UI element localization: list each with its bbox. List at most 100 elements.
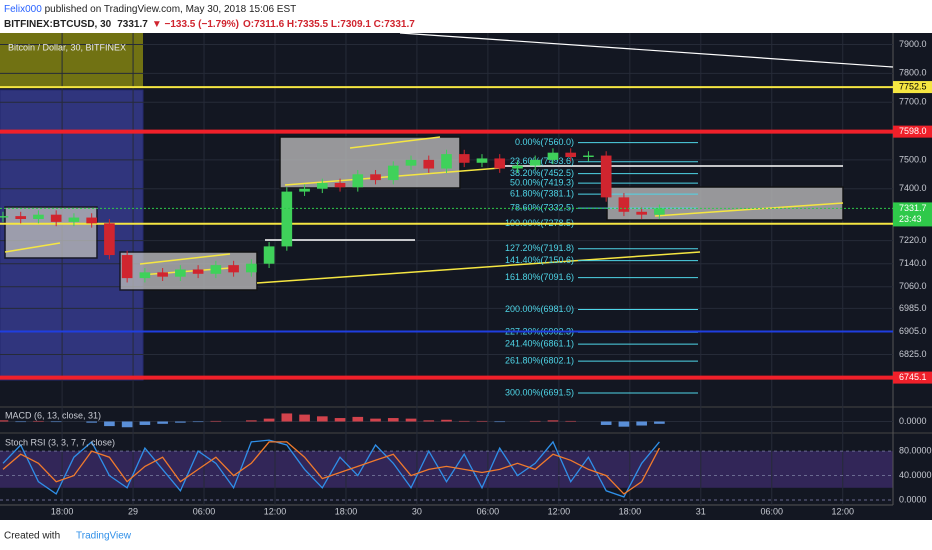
candle-body (139, 272, 151, 279)
macd-bar (50, 421, 62, 423)
trend-line (399, 32, 894, 68)
x-tick-label: 12:00 (831, 506, 854, 516)
stoch-line (2, 439, 660, 498)
candle-body (512, 165, 523, 169)
trend-line (349, 136, 441, 149)
macd-bar (565, 420, 577, 422)
y-tick-label: 7500.0 (899, 154, 927, 164)
macd-bar (334, 418, 346, 422)
fib-label: 300.00%(6691.5) (505, 387, 574, 397)
candle-body (565, 152, 577, 157)
x-tick-label: 29 (128, 506, 138, 516)
level-label: 7752.5 (899, 81, 927, 91)
candle-body (86, 217, 97, 224)
candle-body (387, 165, 399, 181)
macd-bar (281, 413, 293, 422)
macd-bar (600, 421, 612, 425)
candle-body (281, 191, 293, 247)
macd-bar (423, 420, 435, 422)
fib-label: 78.60%(7332.5) (510, 203, 574, 213)
x-tick-label: 18:00 (51, 506, 74, 516)
level-tag (893, 371, 932, 384)
candle-body (228, 265, 239, 273)
fib-label: 261.80%(6802.1) (505, 356, 574, 366)
macd-bar (529, 420, 541, 422)
candle-body (476, 158, 488, 163)
candle-body (263, 246, 275, 264)
fib-label: 61.80%(7381.1) (510, 189, 574, 199)
level-label: 6745.1 (899, 372, 927, 382)
x-tick-label: 06:00 (760, 506, 783, 516)
candle-body (15, 216, 27, 219)
chart-title: Bitcoin / Dollar, 30, BITFINEX (8, 42, 126, 52)
trend-line (654, 202, 844, 217)
macd-bar (547, 420, 559, 422)
candle-body (600, 155, 612, 198)
candle-body (441, 154, 452, 169)
y-tick-label: 6825.0 (899, 349, 927, 359)
published: published on TradingView.com, May 30, 20… (42, 4, 296, 15)
candle-body (157, 272, 168, 277)
macd-bar (299, 414, 310, 422)
x-tick-label: 12:00 (264, 506, 287, 516)
y-tick-label: 6985.0 (899, 303, 927, 313)
author[interactable]: Felix000 (4, 4, 42, 15)
fib-label: 0.00%(7560.0) (515, 137, 574, 147)
macd-bar (192, 421, 204, 423)
symbol-line: BITFINEX:BTCUSD, 30 7331.7 ▼ −133.5 (−1.79… (4, 19, 415, 30)
fib-label: 200.00%(6981.0) (505, 304, 574, 314)
candle-body (370, 174, 381, 181)
candle-body (654, 208, 665, 215)
macd-bar (494, 421, 506, 423)
stoch-line (2, 441, 660, 495)
macd-bar (86, 421, 97, 423)
symbol: BITFINEX:BTCUSD, 30 (4, 19, 112, 30)
candle-body (423, 159, 435, 169)
y-tick-label: 7060.0 (899, 281, 927, 291)
macd-bar (476, 420, 488, 422)
candle-body (494, 158, 506, 169)
macd-bar (387, 418, 399, 422)
macd-bar (210, 420, 222, 422)
y-tick-label: 7220.0 (899, 235, 927, 245)
change: ▼ −133.5 (−1.79%) (152, 19, 239, 30)
candle-body (210, 265, 222, 274)
fib-label: 241.40%(6861.1) (505, 338, 574, 348)
last-price-label: 7331.7 (899, 203, 927, 213)
plot: 18:00 29 06:00 12:00 18:00 30 06:00 12:00 18:00 3… (0, 32, 932, 516)
x-tick-label: 12:00 (548, 506, 571, 516)
candle-body (0, 216, 9, 218)
fib-label: 161.80%(7091.6) (505, 272, 574, 282)
candle-body (104, 223, 115, 256)
overlay-box (0, 33, 143, 88)
candle-body (547, 152, 559, 160)
x-tick-label: 06:00 (477, 506, 500, 516)
macd-bar (316, 416, 328, 422)
x-tick-label: 18:00 (335, 506, 358, 516)
candle-body (316, 182, 328, 189)
fib-label: 23.60%(7493.6) (510, 156, 574, 166)
macd-bar (370, 418, 381, 422)
macd-bar (441, 419, 452, 422)
macd-title: MACD (6, 13, close, 31) (5, 410, 101, 420)
macd-bar (618, 421, 630, 427)
y-tick-label: 7800.0 (899, 68, 927, 78)
candle-body (352, 174, 364, 188)
price: 7331.7 (117, 19, 148, 30)
countdown: 23:43 (899, 214, 922, 224)
macd-bar (33, 420, 44, 422)
y-tick-label: 7900.0 (899, 39, 927, 49)
candle-body (192, 269, 204, 274)
candle-body (583, 155, 594, 157)
header-line: Felix000 published on TradingView.com, M… (4, 4, 296, 15)
footer-brand[interactable]: TradingView (76, 531, 132, 542)
macd-bar (104, 421, 115, 427)
macd-bar (15, 421, 27, 423)
fib-label: 38.20%(7452.5) (510, 168, 574, 178)
macd-bar (263, 418, 275, 422)
y-tick-label: 7400.0 (899, 183, 927, 193)
candle-body (636, 211, 647, 215)
macd-bar (157, 421, 168, 424)
trend-line (4, 242, 61, 253)
macd-bar (636, 421, 647, 426)
